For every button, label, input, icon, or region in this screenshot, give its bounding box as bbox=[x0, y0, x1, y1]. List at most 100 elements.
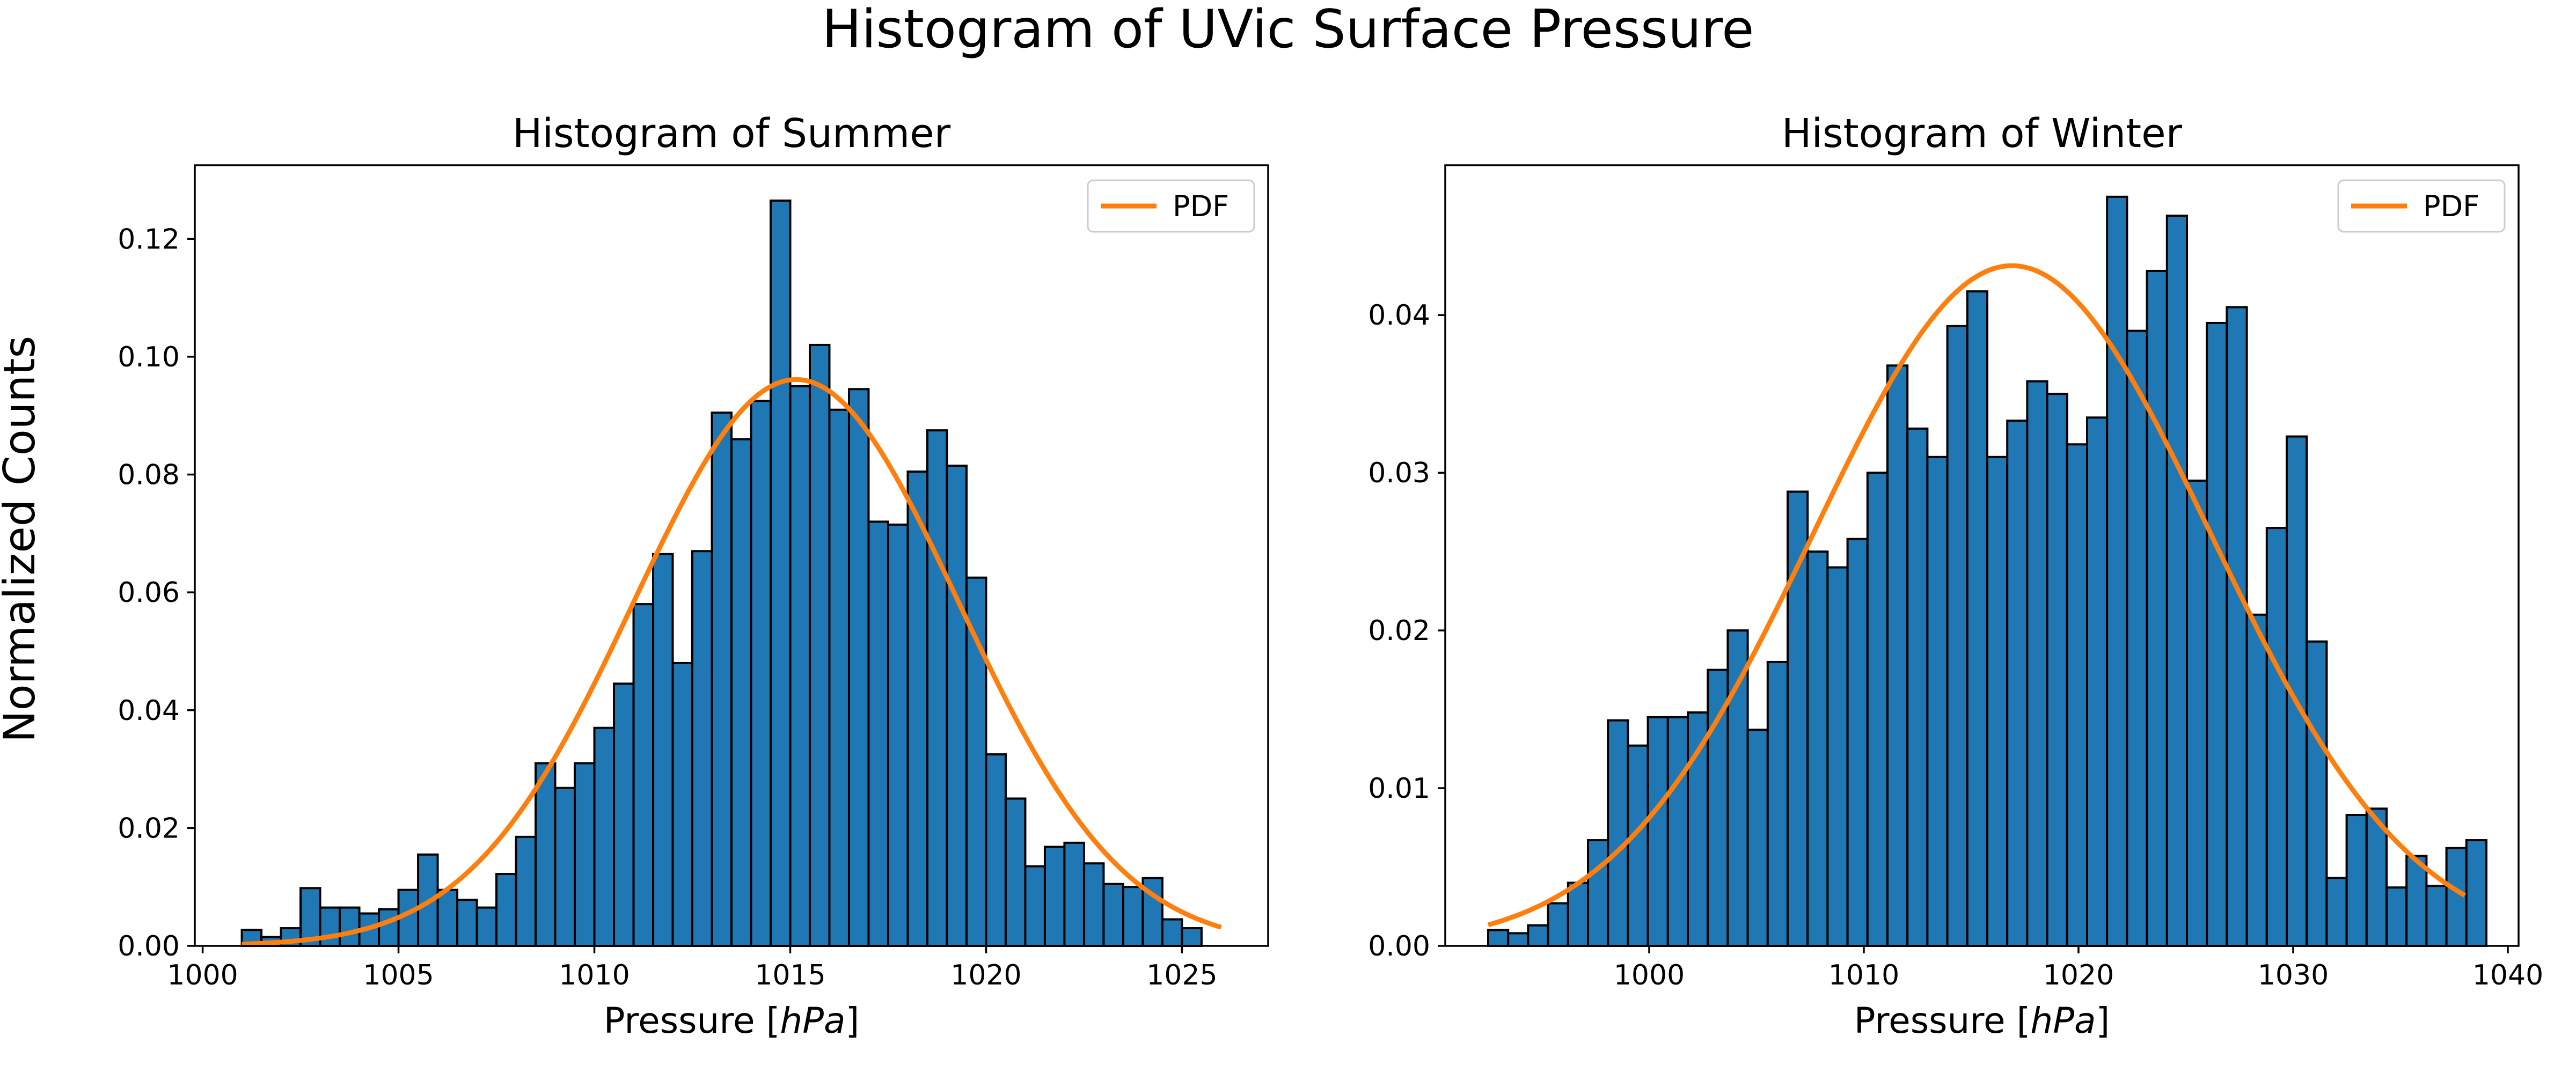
summer-bar bbox=[887, 523, 909, 947]
winter-bar bbox=[2226, 306, 2248, 947]
winter-bar bbox=[2046, 393, 2068, 947]
summer-bar bbox=[1122, 886, 1144, 947]
winter-bar bbox=[1567, 881, 1590, 947]
summer-bar bbox=[750, 400, 772, 947]
figure-ylabel: Normalized Counts bbox=[0, 336, 45, 743]
winter-xtick-label: 1020 bbox=[2043, 959, 2114, 991]
summer-xtick-label: 1005 bbox=[363, 959, 434, 991]
summer-xtick-label: 1015 bbox=[755, 959, 825, 991]
winter-xlabel-unit: hPa bbox=[2030, 1000, 2096, 1041]
winter-bar bbox=[1527, 924, 1549, 947]
summer-bar bbox=[1161, 918, 1183, 947]
winter-bar bbox=[2126, 329, 2148, 947]
summer-bar bbox=[867, 520, 889, 947]
winter-bar bbox=[1826, 566, 1849, 947]
summer-ytick-label: 0.02 bbox=[118, 812, 180, 844]
summer-xtick-label: 1010 bbox=[559, 959, 630, 991]
winter-xtick-label: 1000 bbox=[1614, 959, 1685, 991]
summer-bar bbox=[926, 429, 948, 947]
winter-bar bbox=[2106, 195, 2128, 947]
summer-xlabel-close: ] bbox=[845, 1000, 859, 1041]
summer-ytick-label: 0.10 bbox=[118, 341, 180, 373]
summer-xlabel-text: Pressure [ bbox=[604, 1000, 780, 1041]
winter-histogram-panel: 1000 1010 1020 1030 1040 0.00 0.01 0.02 0.03 0.04… bbox=[1368, 111, 2543, 1041]
summer-bar bbox=[1024, 865, 1046, 947]
winter-legend: PDF bbox=[2337, 179, 2506, 233]
summer-bar bbox=[711, 411, 733, 947]
winter-bar bbox=[1646, 716, 1669, 947]
summer-bar bbox=[1102, 883, 1124, 947]
summer-bars bbox=[240, 199, 1203, 947]
summer-bar bbox=[906, 471, 928, 947]
summer-bar bbox=[475, 906, 498, 947]
winter-pdf-line bbox=[1487, 263, 2467, 928]
summer-bar bbox=[535, 762, 557, 947]
summer-bar bbox=[828, 408, 850, 947]
winter-bar bbox=[2206, 321, 2228, 947]
summer-ytick-label: 0.08 bbox=[118, 459, 180, 491]
winter-bar bbox=[1806, 550, 1829, 947]
summer-bar bbox=[593, 726, 616, 947]
winter-xlabel: Pressure [hPa] bbox=[1854, 1000, 2110, 1041]
winter-bar bbox=[2165, 215, 2189, 947]
winter-xlabel-text: Pressure [ bbox=[1854, 1000, 2031, 1041]
winter-bar bbox=[1866, 472, 1889, 947]
summer-bar bbox=[730, 438, 752, 947]
summer-bar bbox=[847, 388, 870, 947]
winter-bar bbox=[2086, 416, 2109, 947]
summer-legend-box bbox=[1087, 179, 1255, 233]
summer-bar bbox=[808, 343, 831, 947]
summer-legend: PDF bbox=[1087, 179, 1255, 233]
winter-bar bbox=[2066, 443, 2089, 947]
summer-legend-label: PDF bbox=[1173, 189, 1229, 223]
summer-xlabel: Pressure [hPa] bbox=[604, 1000, 859, 1041]
summer-bar bbox=[652, 553, 674, 947]
winter-bar bbox=[1746, 729, 1769, 947]
summer-bar bbox=[339, 906, 361, 947]
winter-bar bbox=[2245, 613, 2268, 947]
winter-title: Histogram of Winter bbox=[1782, 111, 2183, 157]
winter-bar bbox=[1986, 455, 2009, 947]
summer-bar bbox=[319, 906, 341, 947]
summer-bar bbox=[378, 908, 400, 947]
winter-axes-frame bbox=[1444, 164, 2520, 947]
winter-bar bbox=[1547, 902, 1569, 947]
winter-bar bbox=[1846, 538, 1869, 947]
winter-legend-label: PDF bbox=[2423, 189, 2479, 223]
summer-bar bbox=[946, 465, 968, 947]
summer-bar bbox=[613, 682, 635, 947]
winter-bar bbox=[2325, 877, 2348, 947]
winter-xtick-label: 1010 bbox=[1828, 959, 1899, 991]
summer-bar bbox=[515, 835, 537, 947]
summer-bar bbox=[965, 576, 987, 947]
summer-xtick-label: 1025 bbox=[1146, 959, 1217, 991]
winter-bar bbox=[2026, 380, 2048, 947]
summer-axes-frame bbox=[194, 164, 1269, 947]
summer-histogram-panel: 1000 1005 1010 1015 1020 1025 0.00 0.02 0.04 0.06… bbox=[118, 111, 1269, 1041]
summer-bar bbox=[671, 662, 694, 947]
summer-ytick-label: 0.00 bbox=[118, 930, 180, 962]
winter-xtick-label: 1040 bbox=[2472, 959, 2543, 991]
winter-ytick-label: 0.01 bbox=[1368, 773, 1430, 805]
winter-bar bbox=[2345, 814, 2368, 947]
winter-bar bbox=[1787, 490, 1809, 947]
winter-ytick-label: 0.04 bbox=[1368, 299, 1430, 332]
winter-bar bbox=[2265, 527, 2288, 947]
winter-bar bbox=[2006, 420, 2029, 947]
winter-bar bbox=[1906, 427, 1929, 947]
summer-bar bbox=[1043, 846, 1066, 947]
winter-bar bbox=[1507, 932, 1529, 947]
summer-ytick-label: 0.06 bbox=[118, 577, 180, 609]
winter-bar bbox=[1966, 290, 1989, 947]
winter-bar bbox=[1766, 660, 1789, 947]
summer-bar bbox=[985, 753, 1007, 947]
winter-ytick-label: 0.00 bbox=[1368, 930, 1430, 962]
winter-bar bbox=[2465, 839, 2487, 947]
summer-bar bbox=[456, 899, 478, 947]
summer-bar bbox=[789, 385, 811, 947]
summer-bar bbox=[1063, 841, 1085, 947]
winter-bar bbox=[1587, 839, 1609, 947]
winter-xlabel-close: ] bbox=[2096, 1000, 2110, 1041]
summer-bar bbox=[769, 199, 792, 947]
